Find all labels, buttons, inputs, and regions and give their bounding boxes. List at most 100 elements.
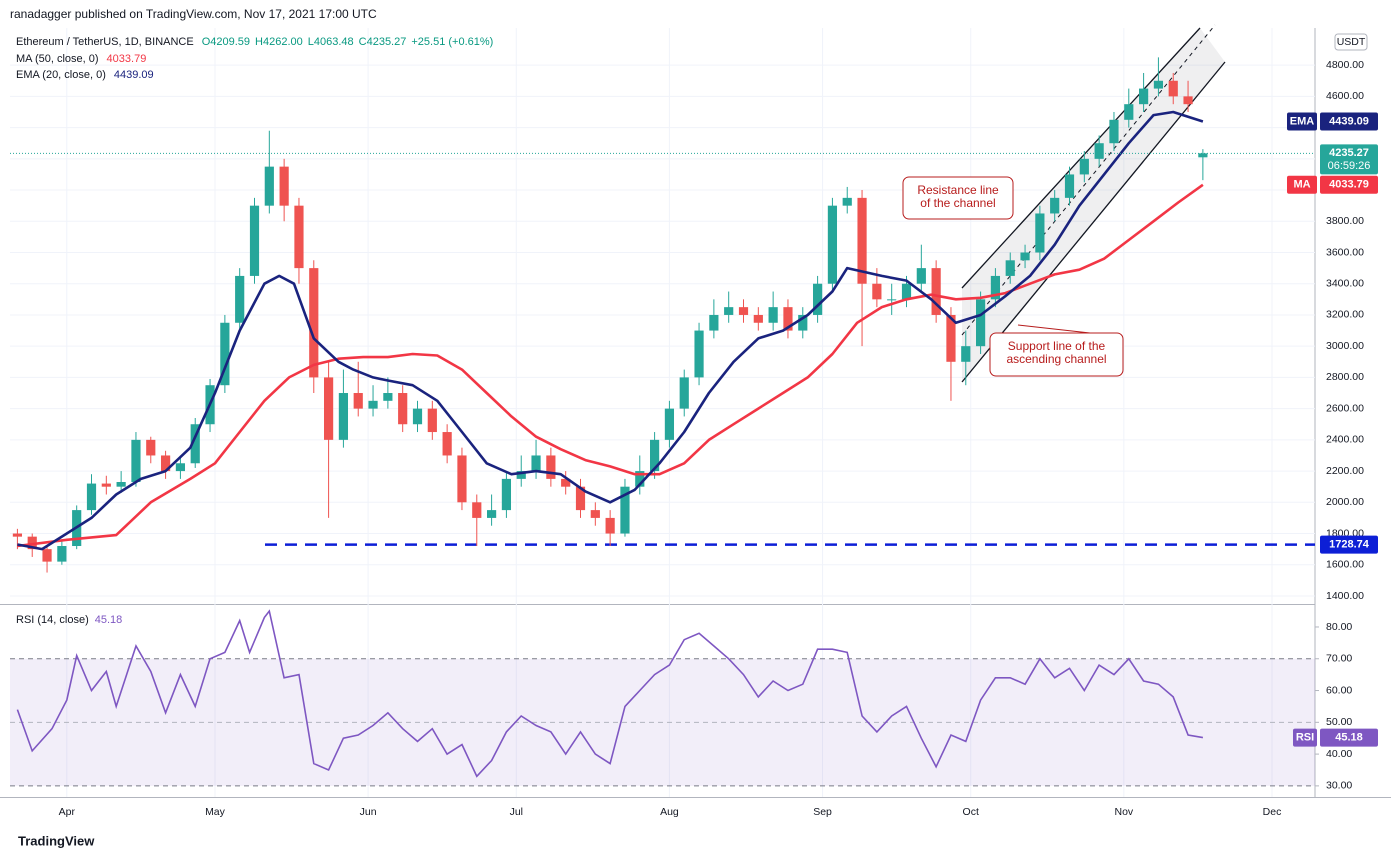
candle-body	[235, 275, 245, 323]
overlay-value-box	[1320, 175, 1378, 194]
y-tick-label: 3200.00	[1326, 309, 1364, 321]
candle-body	[101, 483, 111, 487]
channel-mid	[961, 24, 1216, 336]
y-tick-label: 3600.00	[1326, 246, 1364, 258]
candle-body	[1079, 158, 1089, 175]
currency-box	[1334, 33, 1368, 51]
ohlc-value: C4235.27	[359, 36, 407, 48]
y-tick-label: 3000.00	[1326, 340, 1364, 352]
candle-body	[531, 455, 541, 472]
candle-body	[976, 299, 986, 347]
candle-body	[487, 510, 497, 518]
candle-body	[398, 393, 408, 425]
last-price-countdown: 06:59:26	[1328, 160, 1371, 172]
candle-body	[738, 307, 749, 315]
candle-body	[857, 197, 867, 284]
candle-body	[324, 377, 334, 440]
candle-body	[561, 478, 571, 487]
candle-body	[590, 510, 600, 518]
candle-body	[827, 205, 838, 284]
candle-body	[783, 307, 793, 331]
candle-body	[842, 197, 852, 206]
candle-body	[368, 400, 378, 409]
x-tick-label: Dec	[1263, 806, 1282, 818]
x-tick-label: Aug	[660, 806, 679, 818]
channel-fill	[962, 28, 1225, 382]
candle-body	[664, 408, 675, 440]
candle-body	[160, 455, 171, 472]
y-tick-label: 60.00	[1326, 684, 1352, 696]
y-tick-label: 2800.00	[1326, 371, 1364, 383]
candle-body	[412, 408, 423, 425]
x-tick-label: May	[205, 806, 226, 818]
candle-body	[353, 393, 363, 409]
annotation-text: Resistance line	[917, 183, 999, 197]
candle-body	[501, 478, 512, 511]
candle-body	[294, 205, 304, 269]
legend-title: Ethereum / TetherUS, 1D, BINANCE O4209.59…	[16, 36, 493, 48]
ohlc-value: L4063.48	[308, 36, 354, 48]
candle-body	[1035, 213, 1045, 253]
legend-name: MA (50, close, 0) 4033.79	[16, 53, 146, 65]
annotation-text: Support line of the	[1008, 339, 1106, 353]
candle-body	[279, 166, 289, 206]
x-tick-label: Sep	[813, 806, 832, 818]
candle-body	[753, 314, 763, 323]
candle-body	[724, 307, 734, 315]
candle-body	[1168, 80, 1178, 97]
candle-body	[768, 307, 778, 323]
candle-body	[309, 268, 319, 378]
candle-body	[961, 346, 971, 362]
candle-body	[175, 463, 186, 472]
rsi-value-label: 45.18	[1335, 732, 1363, 744]
candle-body	[872, 283, 882, 300]
candle-body	[383, 393, 393, 401]
candle-body	[427, 408, 437, 433]
y-tick-label: 2000.00	[1326, 496, 1364, 508]
candle-body	[931, 268, 941, 315]
ohlc-value: H4262.00	[255, 36, 303, 48]
candle-body	[813, 283, 823, 315]
candle-body	[694, 330, 704, 378]
y-tick-label: 2400.00	[1326, 434, 1364, 446]
overlay-tag: MA	[1293, 179, 1310, 191]
rsi-line	[16, 609, 1204, 778]
y-tick-label: 1400.00	[1326, 590, 1364, 602]
y-tick-label: 2600.00	[1326, 402, 1364, 414]
candle-body	[516, 471, 526, 479]
candle-body	[635, 471, 645, 487]
rsi-legend-value: 45.18	[95, 614, 123, 626]
y-tick-label: 4800.00	[1326, 59, 1364, 71]
candle-body	[1050, 197, 1060, 214]
x-tick-label: Nov	[1114, 806, 1133, 818]
ohlc-value: O4209.59	[202, 36, 250, 48]
overlay-line	[17, 183, 1204, 548]
candle-body	[605, 517, 615, 534]
candle-body	[42, 549, 52, 562]
candle-body	[1109, 119, 1119, 144]
candle-body	[57, 546, 67, 562]
annotation-box	[902, 176, 1014, 220]
overlay-value-label: 4439.09	[1329, 115, 1369, 127]
candle-body	[946, 314, 956, 362]
candle-body	[546, 455, 556, 479]
legend-value: 4033.79	[107, 53, 147, 65]
candle-body	[575, 486, 586, 511]
candle-body	[146, 439, 156, 456]
rsi-value-box	[1320, 728, 1378, 747]
x-tick-label: Oct	[963, 806, 979, 818]
last-price-box	[1320, 144, 1378, 175]
candle-body	[650, 439, 660, 472]
candle-body	[916, 268, 926, 284]
x-tick-label: Apr	[59, 806, 76, 818]
x-tick-label: Jun	[360, 806, 377, 818]
overlay-value-label: 4033.79	[1329, 179, 1369, 191]
last-price-label: 4235.27	[1329, 147, 1369, 159]
x-tick-label: Jul	[510, 806, 523, 818]
rsi-tag-box	[1293, 728, 1317, 747]
legend-name: EMA (20, close, 0) 4439.09	[16, 69, 154, 81]
candle-body	[264, 166, 274, 206]
candle-body	[116, 482, 126, 487]
